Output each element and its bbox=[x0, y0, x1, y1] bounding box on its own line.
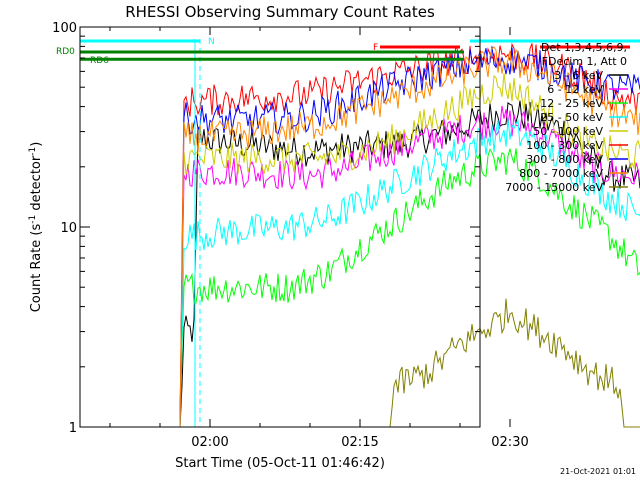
y-axis-label-mid: detector bbox=[29, 155, 44, 215]
y-axis-label-sup2: -1 bbox=[28, 147, 38, 156]
y-axis-label: Count Rate (s-1 detector-1) bbox=[28, 142, 44, 313]
f-flag-label: F bbox=[373, 43, 378, 53]
legend-label-2: 6 - 12 keV bbox=[547, 83, 603, 96]
legend-label-8: 800 - 7000 keV bbox=[519, 167, 603, 180]
series-line-2 bbox=[179, 105, 640, 428]
y-axis-label-sup1: -1 bbox=[28, 215, 38, 224]
series-line-8 bbox=[179, 46, 640, 428]
plot-frame bbox=[79, 26, 481, 428]
x-tick-label-1: 02:00 bbox=[191, 435, 228, 450]
y-axis: 1 10 100 bbox=[52, 21, 480, 436]
x-tick-label-3: 02:30 bbox=[491, 435, 528, 450]
y-axis-label-main: Count Rate (s bbox=[29, 224, 44, 313]
x-tick-label-2: 02:15 bbox=[341, 435, 378, 450]
legend-label-3: 12 - 25 keV bbox=[540, 97, 603, 110]
legend-label-7: 300 - 800 keV bbox=[526, 153, 603, 166]
series-line-4 bbox=[179, 118, 640, 428]
series-line-7 bbox=[179, 46, 640, 428]
rd6-label: RD6 bbox=[90, 56, 109, 66]
series-line-5 bbox=[179, 73, 640, 428]
legend-label-4: 25 - 50 keV bbox=[540, 111, 603, 124]
legend-label-5: 50 - 100 keV bbox=[533, 125, 603, 138]
series-line-9 bbox=[389, 298, 640, 428]
y-tick-label-3: 100 bbox=[52, 21, 77, 36]
legend-label-1: 3 - 6 keV bbox=[554, 69, 603, 82]
rd0-label: RD0 bbox=[56, 47, 75, 57]
series-line-3 bbox=[179, 148, 640, 428]
y-axis-label-end: ) bbox=[29, 142, 44, 147]
legend: Det 1,3,4,5,6,9,FDecim 1, Att 03 - 6 keV… bbox=[505, 41, 628, 194]
x-axis-label: Start Time (05-Oct-11 01:46:42) bbox=[175, 456, 385, 471]
y-tick-label-2: 10 bbox=[60, 221, 77, 236]
plot-area: N F RD0 RD6 bbox=[56, 37, 640, 428]
y-tick-label-1: 1 bbox=[69, 421, 77, 436]
chart-title: RHESSI Observing Summary Count Rates bbox=[125, 3, 435, 21]
series-line-1 bbox=[179, 100, 640, 428]
n-flag-label: N bbox=[208, 37, 215, 47]
date-stamp: 21-Oct-2021 01:01 bbox=[560, 467, 636, 476]
legend-label-9: 7000 - 15000 keV bbox=[505, 181, 603, 194]
legend-label-6: 100 - 300 keV bbox=[526, 139, 603, 152]
legend-header-1: Det 1,3,4,5,6,9, bbox=[541, 41, 627, 54]
series-line-6 bbox=[179, 42, 640, 428]
legend-header-2: FDecim 1, Att 0 bbox=[542, 55, 627, 68]
